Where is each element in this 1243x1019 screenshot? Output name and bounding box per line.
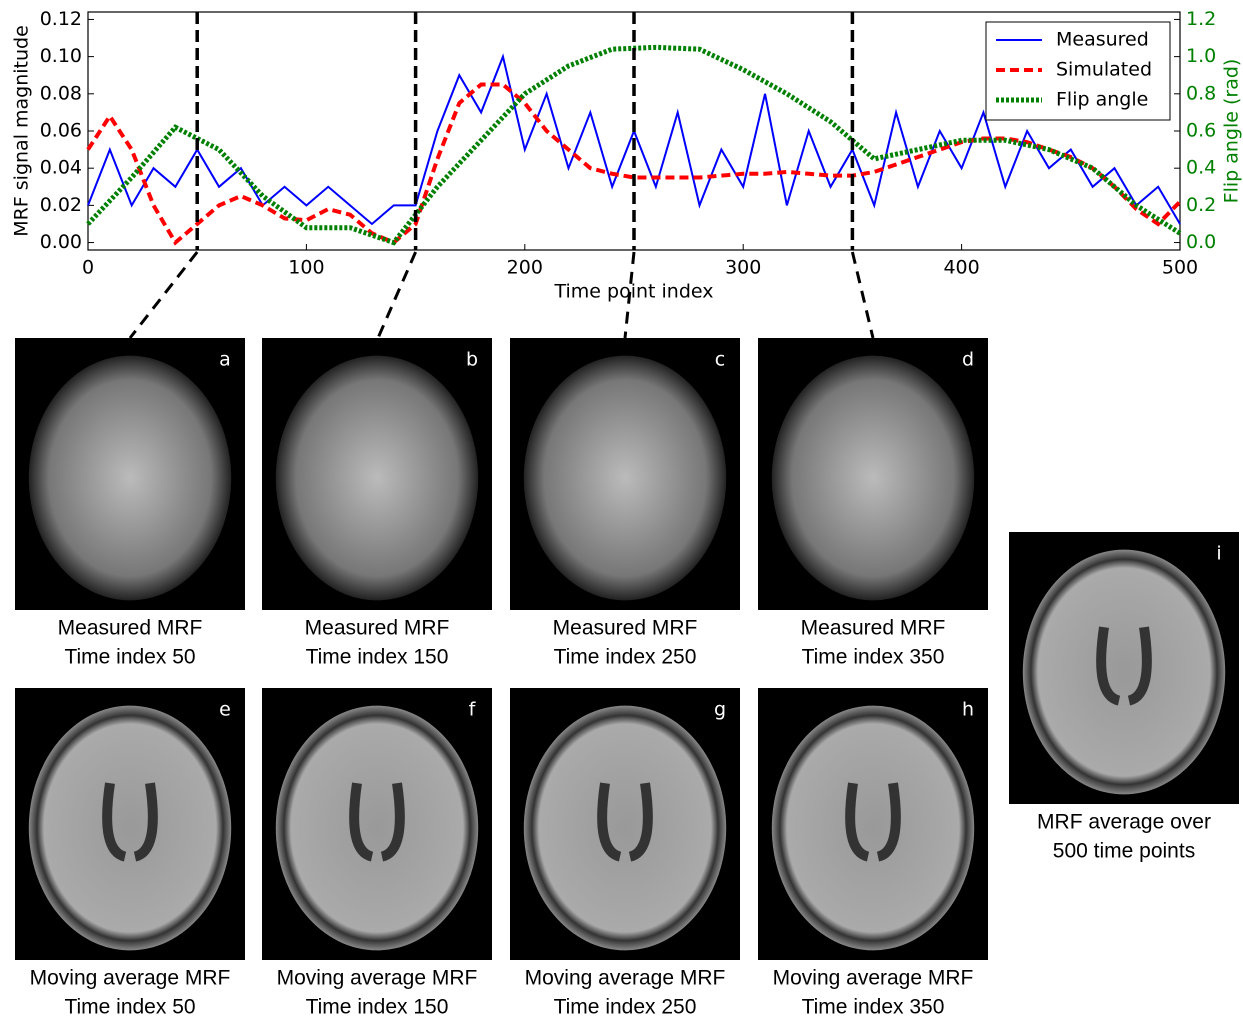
y2-tick-label: 0.8 bbox=[1186, 82, 1216, 104]
ventricles bbox=[102, 782, 158, 862]
panel-caption: Time index 250 bbox=[554, 996, 697, 1019]
y2-tick-label: 1.2 bbox=[1186, 8, 1216, 30]
image-content bbox=[28, 705, 232, 951]
y2-axis-label: Flip angle (rad) bbox=[1221, 59, 1243, 204]
panel-caption: Moving average MRF bbox=[773, 967, 974, 990]
x-tick-label: 200 bbox=[507, 257, 543, 279]
y-axis-label: MRF signal magnitude bbox=[11, 25, 33, 237]
panel-letter: i bbox=[1216, 543, 1221, 565]
panel-letter: a bbox=[219, 349, 231, 371]
x-axis-label: Time point index bbox=[553, 281, 713, 303]
y-tick-label: 0.06 bbox=[40, 120, 82, 142]
panel-letter: f bbox=[469, 699, 477, 721]
panel-caption: MRF average over bbox=[1037, 811, 1211, 834]
panel-caption: Time index 50 bbox=[64, 646, 195, 669]
image-content bbox=[523, 355, 727, 601]
panel-caption: Measured MRF bbox=[305, 617, 450, 640]
series-line bbox=[86, 82, 1182, 246]
panel-caption: Time index 350 bbox=[802, 996, 945, 1019]
ventricles bbox=[349, 782, 405, 862]
panel-caption: 500 time points bbox=[1053, 840, 1195, 863]
panel-caption: Time index 150 bbox=[306, 996, 449, 1019]
x-tick-label: 400 bbox=[943, 257, 979, 279]
legend-label: Flip angle bbox=[1056, 89, 1148, 111]
x-tick-label: 0 bbox=[82, 257, 94, 279]
image-content bbox=[771, 705, 975, 951]
panel-caption: Measured MRF bbox=[553, 617, 698, 640]
image-content bbox=[1022, 549, 1226, 795]
y2-tick-label: 0.2 bbox=[1186, 194, 1216, 216]
panel-letter: g bbox=[714, 699, 726, 721]
panel-letter: b bbox=[466, 349, 478, 371]
legend-label: Measured bbox=[1056, 29, 1149, 51]
panel-caption: Moving average MRF bbox=[30, 967, 231, 990]
image-content bbox=[28, 355, 232, 601]
panel-letter: h bbox=[962, 699, 974, 721]
panel-letter: d bbox=[962, 349, 974, 371]
connector bbox=[623, 251, 636, 339]
panel-letter: c bbox=[715, 349, 725, 371]
y2-tick-label: 0.4 bbox=[1186, 157, 1216, 179]
panel-caption: Moving average MRF bbox=[525, 967, 726, 990]
image-content bbox=[275, 355, 479, 601]
panel-caption: Time index 350 bbox=[802, 646, 945, 669]
image-content bbox=[275, 705, 479, 951]
y-tick-label: 0.10 bbox=[40, 45, 82, 67]
connector bbox=[376, 251, 417, 339]
panel-caption: Time index 150 bbox=[306, 646, 449, 669]
ventricles bbox=[845, 782, 901, 862]
y-tick-label: 0.04 bbox=[40, 157, 82, 179]
image-content bbox=[771, 355, 975, 601]
y-tick-label: 0.08 bbox=[40, 82, 82, 104]
y2-tick-label: 1.0 bbox=[1186, 45, 1216, 67]
y-tick-label: 0.12 bbox=[40, 8, 82, 30]
connector bbox=[128, 251, 199, 339]
x-tick-label: 500 bbox=[1162, 257, 1198, 279]
connector bbox=[850, 251, 875, 339]
y2-tick-label: 0.6 bbox=[1186, 120, 1216, 142]
panel-caption: Time index 50 bbox=[64, 996, 195, 1019]
x-tick-label: 100 bbox=[288, 257, 324, 279]
y-tick-label: 0.00 bbox=[40, 231, 82, 253]
image-content bbox=[523, 705, 727, 951]
ventricles bbox=[597, 782, 653, 862]
y2-tick-label: 0.0 bbox=[1186, 231, 1216, 253]
panel-caption: Moving average MRF bbox=[277, 967, 478, 990]
panel-caption: Time index 250 bbox=[554, 646, 697, 669]
panel-caption: Measured MRF bbox=[58, 617, 203, 640]
panel-letter: e bbox=[219, 699, 231, 721]
ventricles bbox=[1096, 626, 1152, 706]
legend-label: Simulated bbox=[1056, 59, 1152, 81]
panel-caption: Measured MRF bbox=[801, 617, 946, 640]
x-tick-label: 300 bbox=[725, 257, 761, 279]
y-tick-label: 0.02 bbox=[40, 194, 82, 216]
